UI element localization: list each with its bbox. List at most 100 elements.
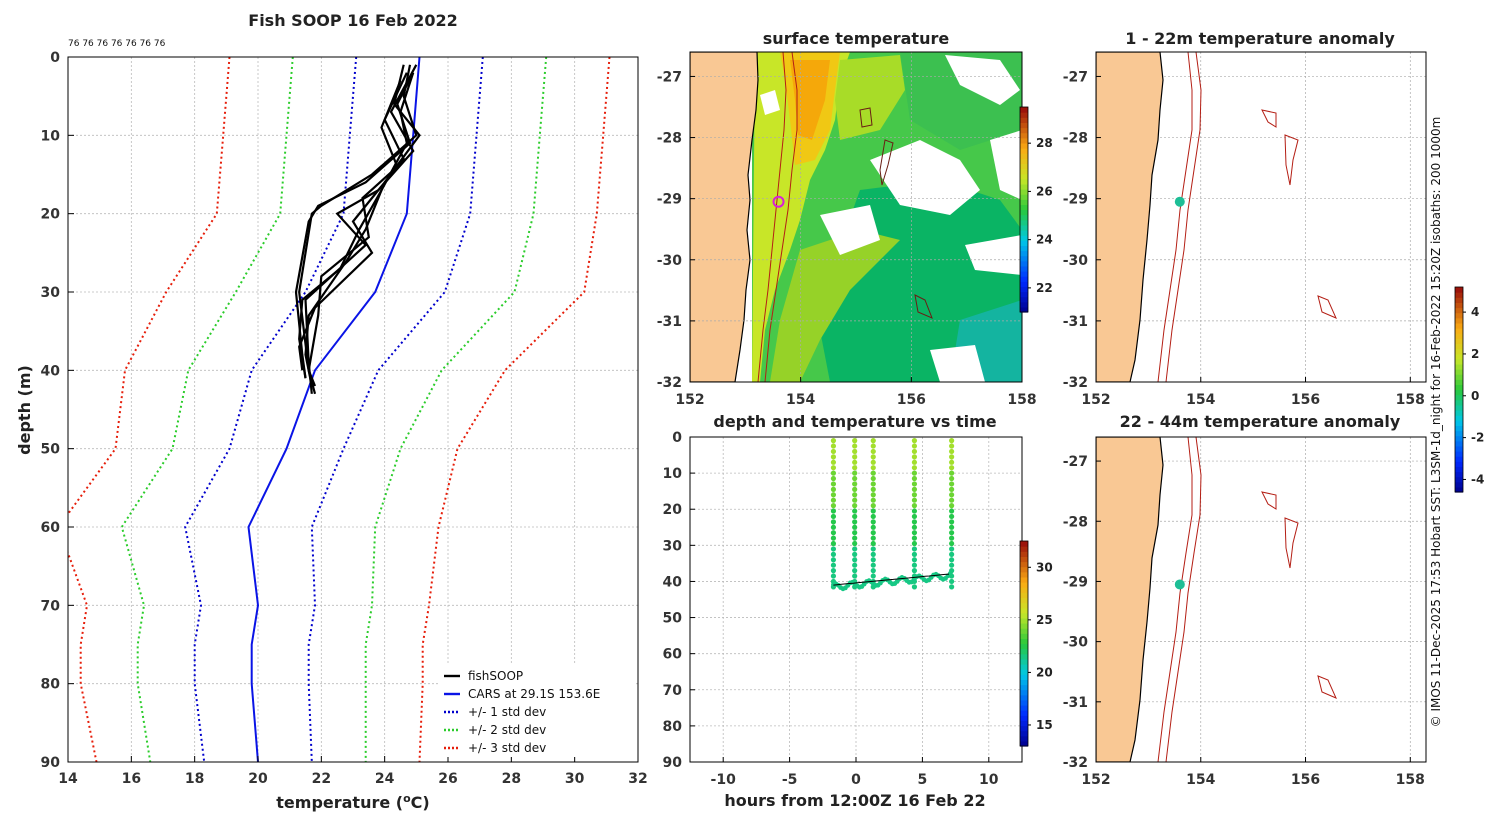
legend-label: +/- 2 std dev	[468, 723, 546, 737]
timeseries-point	[830, 519, 837, 525]
sst-xtick-label: 154	[786, 392, 815, 408]
sst-colorbar-segment	[1020, 194, 1028, 200]
sst-colorbar-segment	[1020, 255, 1028, 262]
timeseries-colorbar-segment	[1020, 628, 1028, 634]
std-minus-3-line	[68, 57, 231, 762]
anomaly-top-frame	[1095, 51, 1427, 383]
timeseries-point	[830, 481, 837, 487]
timeseries-colorbar-segment	[1020, 684, 1028, 691]
timeseries-point	[870, 465, 876, 471]
timeseries-point	[911, 497, 918, 503]
timeseries-point	[870, 497, 876, 503]
timeseries-point	[870, 513, 876, 520]
timeseries-colorbar-segment	[1020, 653, 1028, 660]
anomaly-colorbar-segment	[1455, 374, 1463, 380]
timeseries-xtick-label: -5	[782, 772, 798, 788]
profile-grid	[67, 56, 639, 763]
timeseries-colorbar-segment	[1020, 623, 1028, 629]
timeseries-point	[852, 459, 858, 465]
anomaly-colorbar-segment	[1455, 317, 1463, 324]
timeseries-ytick-label: 10	[663, 466, 683, 482]
anomaly-colorbar-segment	[1455, 420, 1463, 426]
timeseries-point	[911, 486, 918, 492]
timeseries-ytick-label: 40	[663, 574, 683, 590]
timeseries-point	[949, 486, 955, 492]
sst-colorbar-segment	[1020, 245, 1028, 252]
anomaly-bottom-ytick-label: -32	[1063, 755, 1088, 771]
sst-ytick-label: -27	[657, 69, 682, 85]
timeseries-xtick-label: 5	[918, 772, 928, 788]
profile-xtick-label: 26	[438, 771, 457, 787]
anomaly-colorbar-segment	[1455, 292, 1463, 298]
timeseries-point	[911, 454, 918, 460]
timeseries-point	[852, 524, 858, 530]
anomaly-bottom-grid	[1096, 437, 1426, 762]
anomaly-colorbar-segment	[1455, 333, 1463, 339]
sst-colorbar-segment	[1020, 117, 1028, 123]
anomaly-colorbar-segment	[1455, 384, 1463, 391]
anomaly-colorbar-segment	[1455, 287, 1463, 293]
sst-colorbar-segment	[1020, 153, 1028, 159]
anomaly-bottom-land	[1096, 437, 1164, 762]
anomaly-colorbar-tick-label: 2	[1471, 347, 1479, 361]
timeseries-point	[852, 546, 858, 552]
timeseries-point	[852, 497, 858, 503]
timeseries-point	[830, 540, 837, 547]
timeseries-point	[911, 557, 918, 563]
sst-isobath-200	[764, 52, 798, 382]
timeseries-point	[870, 492, 876, 498]
anomaly-colorbar-segment	[1455, 481, 1463, 488]
timeseries-point	[911, 508, 918, 514]
anomaly-top-isobath-200	[1165, 52, 1202, 382]
profile-xtick-label: 18	[185, 771, 204, 787]
timeseries-colorbar-segment	[1020, 633, 1028, 639]
timeseries-colorbar-segment	[1020, 587, 1028, 593]
profile-ytick-label: 90	[41, 755, 61, 771]
profile-ytick-label: 0	[50, 50, 60, 66]
fishsoop-profile-line	[307, 80, 402, 395]
legend-label: fishSOOP	[468, 669, 523, 683]
anomaly-bottom-marker	[1174, 579, 1185, 590]
std-plus-2-line	[364, 57, 548, 762]
profile-xtick-label: 16	[122, 771, 141, 787]
anomaly-colorbar-tick-label: 0	[1471, 389, 1479, 403]
profile-frame	[67, 56, 639, 763]
timeseries-point	[852, 475, 858, 482]
sst-colorbar-segment	[1020, 219, 1028, 226]
timeseries-point	[830, 573, 837, 579]
anomaly-map-bottom: 22 - 44m temperature anomaly 152 154 156 15…	[1063, 412, 1427, 788]
timeseries-point	[870, 470, 876, 476]
anomaly-top-ticks: 152 154 156 158 -27 -28 -29 -30 -31 -32	[1063, 69, 1425, 408]
anomaly-colorbar-segment	[1455, 338, 1463, 344]
anomaly-colorbar-outline	[1454, 286, 1464, 493]
timeseries-ytick-label: 80	[663, 719, 683, 735]
anomaly-colorbar-segment	[1455, 486, 1463, 493]
anomaly-bottom-xtick-label: 156	[1291, 772, 1320, 788]
sst-xtick-label: 158	[1007, 392, 1036, 408]
timeseries-point	[830, 530, 837, 536]
timeseries-point	[949, 546, 955, 552]
timeseries-point	[949, 443, 955, 449]
timeseries-point	[949, 540, 955, 547]
anomaly-colorbar-segment	[1455, 369, 1463, 375]
timeseries-chart: depth and temperature vs time -10 -5 0 5 10 0…	[663, 412, 1053, 810]
std-plus-3-line	[418, 57, 611, 762]
timeseries-colorbar-segment	[1020, 576, 1028, 583]
sst-colorbar: 22 24 26 28	[1019, 106, 1053, 313]
timeseries-point	[852, 454, 858, 460]
sst-colorbar-segment	[1020, 183, 1028, 190]
sst-colorbar-segment	[1020, 296, 1028, 303]
anomaly-top-xtick-label: 158	[1396, 392, 1425, 408]
timeseries-xlabel: hours from 12:00Z 16 Feb 22	[724, 791, 985, 810]
anomaly-colorbar-segment	[1455, 415, 1463, 421]
timeseries-point	[830, 438, 837, 444]
timeseries-point	[852, 557, 858, 563]
timeseries-point	[830, 508, 837, 514]
anomaly-colorbar-segment	[1455, 353, 1463, 360]
timeseries-colorbar-segment	[1020, 561, 1028, 568]
sst-colorbar-tick-label: 24	[1036, 233, 1053, 247]
timeseries-point	[949, 578, 955, 585]
anomaly-colorbar-segment	[1455, 425, 1463, 432]
sst-colorbar-segment	[1020, 199, 1028, 205]
